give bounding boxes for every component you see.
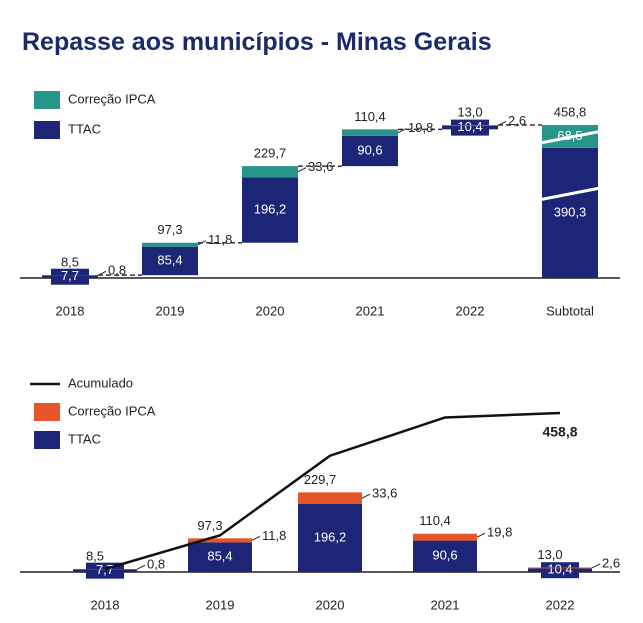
label-box bbox=[51, 268, 89, 285]
value-label: 0,8 bbox=[108, 263, 126, 278]
total-label: 97,3 bbox=[157, 222, 182, 237]
value-label: 196,2 bbox=[254, 201, 287, 216]
x-tick-label: 2018 bbox=[56, 303, 85, 318]
x-tick-label: Subtotal bbox=[546, 303, 594, 318]
legend-label: Acumulado bbox=[68, 375, 133, 390]
legend-swatch bbox=[34, 121, 60, 139]
legend-label: TTAC bbox=[68, 121, 101, 136]
x-tick-label: 2019 bbox=[156, 303, 185, 318]
legend-label: Correção IPCA bbox=[68, 403, 156, 418]
total-label: 229,7 bbox=[254, 146, 287, 161]
x-tick-label: 2020 bbox=[316, 597, 345, 612]
label-leader bbox=[251, 535, 261, 541]
total-label: 8,5 bbox=[86, 548, 104, 563]
label-leader bbox=[591, 563, 601, 569]
total-label: 229,7 bbox=[304, 472, 337, 487]
label-box bbox=[541, 562, 579, 579]
bar-segment bbox=[528, 567, 592, 569]
bar-segment bbox=[298, 492, 362, 505]
bar-segment bbox=[342, 129, 398, 136]
value-label: 33,6 bbox=[308, 159, 333, 174]
bar-segment bbox=[242, 177, 298, 243]
total-label: 13,0 bbox=[457, 104, 482, 119]
label-leader bbox=[136, 564, 146, 570]
label-box bbox=[451, 119, 489, 136]
label-leader bbox=[476, 532, 486, 538]
bar-segment bbox=[142, 242, 198, 247]
value-label: 196,2 bbox=[314, 529, 347, 544]
total-label: 13,0 bbox=[537, 547, 562, 562]
bar-segment bbox=[542, 147, 598, 278]
x-tick-label: 2018 bbox=[91, 597, 120, 612]
legend-swatch bbox=[34, 431, 60, 449]
x-tick-label: 2022 bbox=[546, 597, 575, 612]
legend-swatch bbox=[34, 403, 60, 421]
value-label: 10,4 bbox=[547, 562, 572, 577]
label-leader bbox=[297, 167, 307, 173]
value-label: 90,6 bbox=[357, 142, 382, 157]
value-label: 90,6 bbox=[432, 548, 457, 563]
bar-segment bbox=[298, 504, 362, 572]
value-label: 7,7 bbox=[96, 562, 114, 577]
axis-break bbox=[538, 186, 602, 202]
bar-segment bbox=[413, 540, 477, 572]
bar-segment bbox=[442, 125, 498, 126]
label-leader bbox=[361, 493, 371, 499]
bar-segment bbox=[413, 533, 477, 541]
total-label: 110,4 bbox=[419, 513, 451, 528]
value-label: 10,4 bbox=[457, 119, 482, 134]
value-label: 2,6 bbox=[602, 555, 620, 570]
x-tick-label: 2019 bbox=[206, 597, 235, 612]
chart-title: Repasse aos municípios - Minas Gerais bbox=[22, 28, 492, 56]
legend-label: Correção IPCA bbox=[68, 91, 156, 106]
value-label: 85,4 bbox=[207, 549, 232, 564]
value-label: 0,8 bbox=[147, 557, 165, 572]
bar-segment bbox=[142, 246, 198, 276]
value-label: 11,8 bbox=[208, 232, 232, 247]
legend-swatch bbox=[34, 91, 60, 109]
total-label: 458,8 bbox=[554, 104, 587, 119]
bar-segment bbox=[188, 538, 252, 543]
line bbox=[104, 411, 561, 571]
bar-segment bbox=[188, 542, 252, 572]
total-label: 97,3 bbox=[197, 518, 222, 533]
bar-segment bbox=[242, 166, 298, 178]
label-leader bbox=[397, 128, 407, 134]
total-label: 110,4 bbox=[354, 109, 386, 124]
value-label: 11,8 bbox=[262, 528, 286, 543]
value-label: 390,3 bbox=[554, 204, 587, 219]
total-label: 8,5 bbox=[61, 255, 79, 270]
value-label: 19,8 bbox=[408, 120, 433, 135]
x-tick-label: 2022 bbox=[456, 303, 485, 318]
bar-segment bbox=[342, 135, 398, 167]
x-tick-label: 2021 bbox=[356, 303, 385, 318]
value-label: 85,4 bbox=[157, 252, 182, 267]
value-label: 33,6 bbox=[372, 486, 397, 501]
line-label: 458,8 bbox=[542, 424, 577, 440]
value-label: 19,8 bbox=[487, 525, 512, 540]
legend-label: TTAC bbox=[68, 431, 101, 446]
axis-break bbox=[538, 129, 602, 145]
value-label: 2,6 bbox=[508, 113, 526, 128]
value-label: 7,7 bbox=[61, 268, 79, 283]
x-tick-label: 2020 bbox=[256, 303, 285, 318]
x-tick-label: 2021 bbox=[431, 597, 460, 612]
